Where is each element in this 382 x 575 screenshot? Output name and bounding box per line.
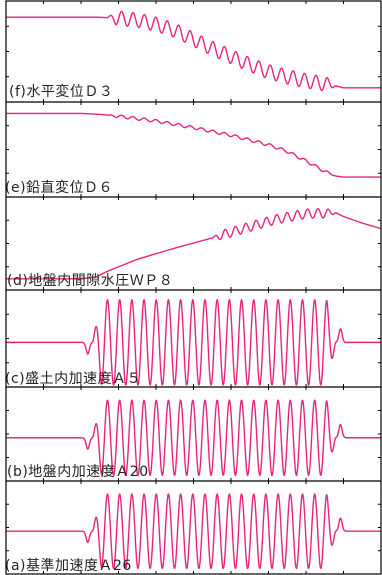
series-line-panel-b	[5, 399, 382, 477]
axis-ticks-group	[6, 1, 381, 574]
panel-f-label: (f)水平変位Ｄ３	[9, 83, 113, 100]
panel-a-label: (a)基準加速度Ａ26	[5, 557, 132, 574]
series-line-panel-c	[5, 299, 382, 386]
panel-labels-group: (f)水平変位Ｄ３ (e)鉛直変位Ｄ６ (d)地盤内間隙水圧ＷＰ８ (c)盛土内…	[5, 83, 173, 574]
panel-c-label: (c)盛土内加速度Ａ５	[5, 371, 141, 387]
panels-group	[5, 10, 382, 570]
series-line-panel-a	[5, 493, 382, 570]
panel-e-label: (e)鉛直変位Ｄ６	[5, 179, 113, 196]
series-line-panel-d	[5, 208, 382, 280]
panel-d-label: (d)地盤内間隙水圧ＷＰ８	[7, 273, 173, 289]
series-line-panel-f	[5, 10, 382, 92]
panel-b-label: (b)地盤内加速度Ａ20	[7, 464, 149, 480]
series-line-panel-e	[5, 112, 382, 178]
